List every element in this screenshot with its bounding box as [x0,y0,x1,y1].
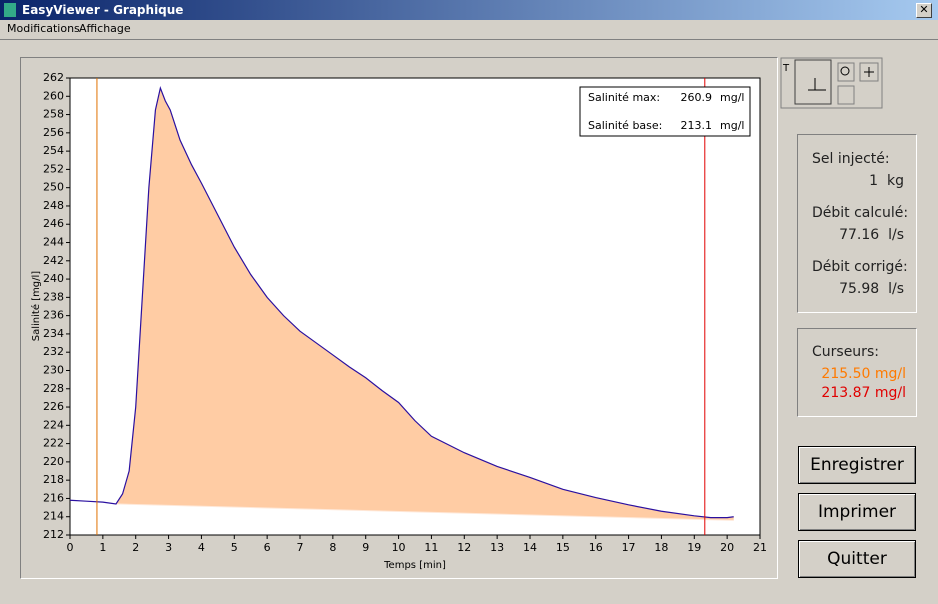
unit: kg [887,173,904,189]
info-value: 213.1 [681,119,713,132]
cursor-value: 215.50 mg/l [821,366,906,382]
x-tick-label: 18 [654,541,668,554]
y-tick-label: 214 [43,510,64,523]
x-tick-label: 9 [362,541,369,554]
separator [0,39,938,40]
unit: l/s [888,281,904,297]
pan-tool[interactable] [837,85,855,105]
x-tick-label: 11 [424,541,438,554]
x-tick-label: 15 [556,541,570,554]
quit-button[interactable]: Quitter [798,540,916,578]
y-tick-label: 246 [43,217,64,230]
value: 77.16 [839,227,880,243]
y-tick-label: 228 [43,382,64,395]
info-unit: mg/l [720,91,744,104]
results-panel: Sel injecté: 1 kg Débit calculé: 77.16 l… [797,134,917,313]
y-tick-label: 234 [43,327,64,340]
y-tick-label: 254 [43,144,64,157]
y-tick-label: 260 [43,89,64,102]
y-tick-label: 248 [43,199,64,212]
x-tick-label: 13 [490,541,504,554]
y-tick-label: 236 [43,309,64,322]
x-tick-label: 8 [329,541,336,554]
x-tick-label: 0 [67,541,74,554]
result-value: 75.98 l/s [839,281,904,297]
value: 1 [869,173,879,189]
x-tick-label: 7 [297,541,304,554]
cursor-tool[interactable] [794,59,832,105]
print-button[interactable]: Imprimer [798,493,916,531]
y-tick-label: 238 [43,290,64,303]
y-tick-label: 252 [43,162,64,175]
result-value: 77.16 l/s [839,227,904,243]
info-box [579,86,751,137]
cursors-title: Curseurs: [812,344,879,360]
result-label: Débit corrigé: [812,259,908,275]
app-icon [4,3,16,17]
x-tick-label: 21 [753,541,767,554]
info-value: 260.9 [681,91,713,104]
y-tick-label: 220 [43,455,64,468]
result-label: Sel injecté: [812,151,890,167]
menu-item[interactable]: Modifications [7,22,80,35]
x-tick-label: 2 [132,541,139,554]
x-tick-label: 6 [264,541,271,554]
x-tick-label: 20 [720,541,734,554]
line [69,85,734,519]
toolbar-grip: T [782,63,790,74]
x-tick-label: 17 [622,541,636,554]
zoom-tool[interactable] [837,62,855,82]
cursor-icon [808,78,826,91]
result-label: Débit calculé: [812,205,909,221]
y-tick-label: 240 [43,272,64,285]
close-button[interactable]: ✕ [916,3,932,18]
y-tick-label: 224 [43,418,64,431]
y-tick-label: 244 [43,236,64,249]
save-button[interactable]: Enregistrer [798,446,916,484]
y-tick-label: 218 [43,473,64,486]
y-tick-label: 216 [43,491,64,504]
y-tick-label: 242 [43,254,64,267]
result-value: 1 kg [869,173,904,189]
x-tick-label: 14 [523,541,537,554]
y-tick-label: 222 [43,437,64,450]
menu-item[interactable]: Affichage [79,22,131,35]
zoom-icon [840,66,850,76]
x-tick-label: 19 [687,541,701,554]
unit: l/s [888,227,904,243]
cursor-value: 213.87 mg/l [821,385,906,401]
y-tick-label: 256 [43,126,64,139]
x-tick-label: 12 [457,541,471,554]
chart-panel [20,57,778,579]
info-unit: mg/l [720,119,744,132]
info-label: Salinité max: [588,91,660,104]
y-tick-label: 230 [43,363,64,376]
y-axis-label: Salinité [mg/l] [30,271,42,342]
x-tick-label: 16 [589,541,603,554]
value: 75.98 [839,281,880,297]
x-tick-label: 4 [198,541,205,554]
cursors-panel: Curseurs: 215.50 mg/l 213.87 mg/l [797,328,917,417]
y-tick-label: 212 [43,528,64,541]
plus-icon [864,67,874,77]
window-title: EasyViewer - Graphique [22,3,184,17]
x-tick-label: 1 [99,541,106,554]
y-tick-label: 262 [43,71,64,84]
info-label: Salinité base: [588,119,662,132]
y-tick-label: 250 [43,181,64,194]
baseline [115,503,734,521]
x-axis-label: Temps [min] [383,560,446,571]
x-tick-label: 5 [231,541,238,554]
y-tick-label: 226 [43,400,64,413]
y-tick-label: 258 [43,108,64,121]
y-tick-label: 232 [43,345,64,358]
x-tick-label: 3 [165,541,172,554]
area-fill [116,88,734,521]
title-bar: EasyViewer - Graphique ✕ [0,0,938,20]
x-tick-label: 10 [392,541,406,554]
